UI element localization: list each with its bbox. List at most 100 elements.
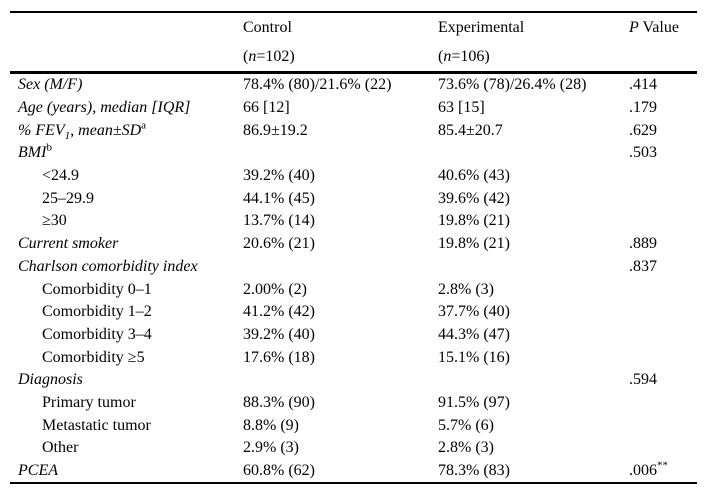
- row-label-text: Charlson comorbidity index: [18, 257, 198, 275]
- control-value: 60.8% (62): [243, 462, 315, 480]
- header-experimental-title: Experimental: [438, 18, 525, 36]
- header-control-n: (n =102): [243, 42, 438, 71]
- p-value-text: .629: [629, 121, 657, 139]
- table-row-diagnosis: Diagnosis .594: [10, 369, 697, 392]
- header-control: Control (n =102): [243, 13, 438, 71]
- row-label: Comorbidity 3–4: [10, 326, 243, 344]
- paren-open: (: [438, 47, 444, 65]
- table-row-bmi-under-24: <24.9 39.2% (40) 40.6% (43): [10, 165, 697, 188]
- paren-open: (: [243, 47, 249, 65]
- row-label-text: Primary tumor: [42, 393, 136, 411]
- experimental-value: 78.3% (83): [438, 462, 510, 480]
- row-label: % FEV1, mean±SDa: [10, 120, 243, 142]
- row-label: BMIb: [10, 142, 243, 162]
- control-value: 88.3% (90): [243, 393, 315, 411]
- row-label: Charlson comorbidity index: [10, 258, 243, 276]
- n-count: =106): [451, 47, 490, 65]
- table-row-metastatic-tumor: Metastatic tumor 8.8% (9) 5.7% (6): [10, 414, 697, 437]
- experimental-value: 44.3% (47): [438, 325, 510, 343]
- row-label: Primary tumor: [10, 394, 243, 412]
- table-row-charlson: Charlson comorbidity index .837: [10, 256, 697, 279]
- control-value: 66 [12]: [243, 99, 290, 117]
- experimental-value: 63 [15]: [438, 99, 485, 117]
- table-row-age: Age (years), median [IQR] 66 [12] 63 [15…: [10, 97, 697, 120]
- control-value: 44.1% (45): [243, 189, 315, 207]
- p-value-text: .837: [629, 257, 657, 275]
- row-label-text: % FEV: [18, 121, 65, 139]
- experimental-value: 19.8% (21): [438, 212, 510, 230]
- p-value-word: Value: [638, 18, 679, 36]
- table-row-fev: % FEV1, mean±SDa 86.9±19.2 85.4±20.7 .62…: [10, 119, 697, 142]
- row-label: Sex (M/F): [10, 76, 243, 94]
- row-label-text: PCEA: [18, 462, 58, 480]
- p-value-text: .594: [629, 371, 657, 389]
- row-label-text: Diagnosis: [18, 371, 83, 389]
- p-value: .414: [629, 76, 697, 94]
- p-value: .837: [629, 258, 697, 276]
- row-label: Comorbidity 1–2: [10, 303, 243, 321]
- experimental-value: 73.6% (78)/26.4% (28): [438, 76, 587, 94]
- n-symbol: n: [443, 47, 452, 65]
- table-row-current-smoker: Current smoker 20.6% (21) 19.8% (21) .88…: [10, 233, 697, 256]
- control-value: 8.8% (9): [243, 416, 299, 434]
- row-label: <24.9: [10, 167, 243, 185]
- header-experimental-n: (n =106): [438, 42, 629, 71]
- row-label-mid: , mean±SD: [70, 121, 142, 139]
- row-label-text: BMI: [18, 144, 47, 162]
- row-label: Diagnosis: [10, 371, 243, 389]
- header-p-value: P Value: [629, 13, 697, 42]
- row-label: 25–29.9: [10, 190, 243, 208]
- experimental-value: 19.8% (21): [438, 235, 510, 253]
- control-value: 41.2% (42): [243, 303, 315, 321]
- experimental-value: 2.8% (3): [438, 280, 494, 298]
- control-value: 86.9±19.2: [243, 121, 308, 139]
- row-label-superscript: b: [46, 142, 52, 155]
- p-value-text: .179: [629, 99, 657, 117]
- table-row-bmi-25-29: 25–29.9 44.1% (45) 39.6% (42): [10, 187, 697, 210]
- p-value-text: .414: [629, 76, 657, 94]
- row-label-text: ≥30: [42, 212, 67, 230]
- row-label-text: Comorbidity 1–2: [42, 303, 152, 321]
- control-value: 2.9% (3): [243, 439, 299, 457]
- p-value-significance-asterisks: **: [657, 459, 668, 472]
- control-value: 17.6% (18): [243, 348, 315, 366]
- n-symbol: n: [248, 47, 257, 65]
- table-row-bmi: BMIb .503: [10, 142, 697, 165]
- header-p-value-title: P Value: [629, 13, 697, 42]
- table-row-pcea: PCEA 60.8% (62) 78.3% (83) .006**: [10, 460, 697, 483]
- table-row-comorbidity-3-4: Comorbidity 3–4 39.2% (40) 44.3% (47): [10, 324, 697, 347]
- control-value: 39.2% (40): [243, 167, 315, 185]
- row-label-text: Other: [42, 439, 79, 457]
- control-value: 78.4% (80)/21.6% (22): [243, 76, 392, 94]
- row-label-text: Current smoker: [18, 235, 119, 253]
- control-value: 13.7% (14): [243, 212, 315, 230]
- row-label: ≥30: [10, 212, 243, 230]
- p-value-text: .503: [629, 144, 657, 162]
- p-value: .594: [629, 371, 697, 389]
- p-value: .629: [629, 122, 697, 140]
- table-top-rule: [10, 11, 697, 13]
- control-value: 2.00% (2): [243, 280, 307, 298]
- control-value: 39.2% (40): [243, 325, 315, 343]
- table-header-row: Control (n =102) Experimental (n =106) P V…: [10, 13, 697, 71]
- table-row-sex: Sex (M/F) 78.4% (80)/21.6% (22) 73.6% (7…: [10, 74, 697, 97]
- header-experimental: Experimental (n =106): [438, 13, 629, 71]
- experimental-value: 85.4±20.7: [438, 121, 503, 139]
- row-label-text: Comorbidity 0–1: [42, 280, 152, 298]
- row-label: Metastatic tumor: [10, 417, 243, 435]
- row-label: Other: [10, 439, 243, 457]
- p-value: .889: [629, 235, 697, 253]
- p-value: .006**: [629, 459, 697, 480]
- row-label: Comorbidity ≥5: [10, 349, 243, 367]
- row-label: Comorbidity 0–1: [10, 281, 243, 299]
- experimental-value: 39.6% (42): [438, 189, 510, 207]
- p-value-text: .889: [629, 235, 657, 253]
- experimental-value: 37.7% (40): [438, 303, 510, 321]
- experimental-value: 91.5% (97): [438, 393, 510, 411]
- row-label-text: Comorbidity 3–4: [42, 325, 152, 343]
- experimental-value: 15.1% (16): [438, 348, 510, 366]
- experimental-value: 5.7% (6): [438, 416, 494, 434]
- row-label: PCEA: [10, 462, 243, 480]
- experimental-value: 2.8% (3): [438, 439, 494, 457]
